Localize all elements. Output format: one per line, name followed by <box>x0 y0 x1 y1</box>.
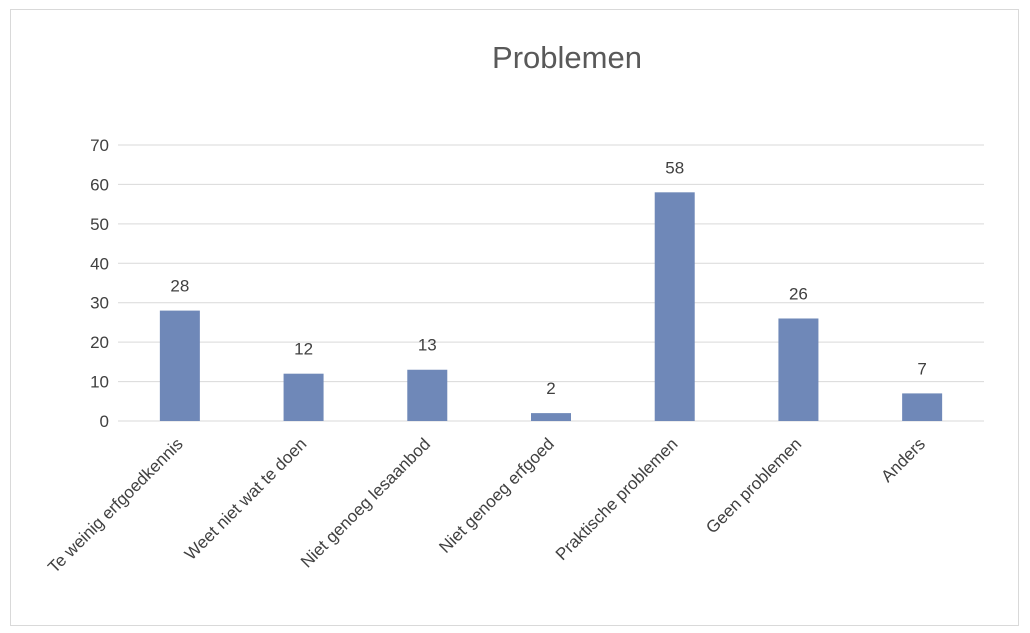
bar-2 <box>283 373 324 421</box>
bar-7 <box>902 393 943 421</box>
chart-title: Problemen <box>492 40 642 75</box>
x-tick-label: Niet genoeg erfgoed <box>435 434 557 556</box>
y-axis: 0 10 20 30 40 50 60 70 <box>90 136 109 431</box>
bar-1 <box>159 310 200 421</box>
x-tick-label: Anders <box>877 434 929 486</box>
y-tick-label: 30 <box>90 294 109 313</box>
x-tick-label: Te weinig erfgoedkennis <box>44 434 186 576</box>
data-label: 12 <box>294 340 313 359</box>
y-tick-label: 70 <box>90 136 109 155</box>
y-tick-label: 50 <box>90 215 109 234</box>
data-label: 58 <box>665 158 684 177</box>
bar-3 <box>407 369 448 421</box>
y-tick-label: 20 <box>90 333 109 352</box>
data-label: 13 <box>418 336 437 355</box>
data-label: 28 <box>170 277 189 296</box>
data-labels: 28 12 13 2 58 26 7 <box>170 158 926 398</box>
data-label: 26 <box>789 284 808 303</box>
bar-6 <box>778 318 819 421</box>
bar-5 <box>654 192 695 421</box>
gridlines <box>118 144 984 422</box>
y-tick-label: 10 <box>90 373 109 392</box>
y-tick-label: 60 <box>90 175 109 194</box>
chart-frame: Problemen 0 10 20 30 40 50 60 70 28 12 13 2 58 26 7 T… <box>10 9 1019 626</box>
bar-chart: Problemen 0 10 20 30 40 50 60 70 28 12 13 2 58 26 7 T… <box>44 40 984 577</box>
y-tick-label: 0 <box>100 412 109 431</box>
x-tick-label: Geen problemen <box>702 434 805 537</box>
bars <box>159 192 943 421</box>
x-tick-label: Praktische problemen <box>552 434 682 564</box>
bar-4 <box>531 413 571 421</box>
data-label: 2 <box>546 379 555 398</box>
data-label: 7 <box>917 359 926 378</box>
x-tick-label: Niet genoeg lesaanbod <box>297 434 434 571</box>
y-tick-label: 40 <box>90 254 109 273</box>
x-tick-label: Weet niet wat te doen <box>181 434 310 563</box>
